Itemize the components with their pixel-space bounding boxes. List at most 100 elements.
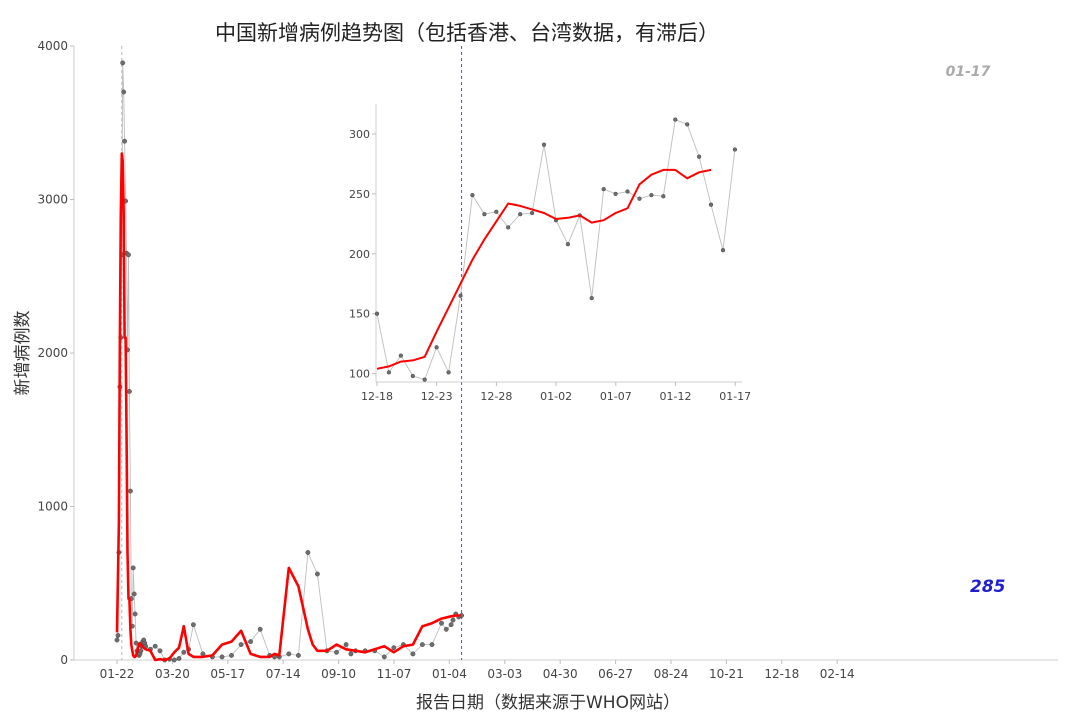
inset-x-tick-label: 01-07: [600, 390, 632, 403]
inset-data-point: [673, 117, 678, 122]
main-x-tick-label: 06-27: [598, 667, 633, 681]
last-date-annotation: 01-17: [946, 64, 991, 80]
main-data-point: [286, 651, 292, 657]
main-data-point: [176, 656, 182, 661]
main-data-point: [348, 651, 354, 657]
main-data-point: [419, 642, 425, 647]
main-data-point: [314, 571, 320, 577]
inset-data-point: [601, 187, 606, 192]
inset-trend-line: [376, 168, 712, 370]
inset-data-point: [732, 147, 737, 152]
main-x-tick-label: 01-04: [432, 667, 467, 681]
main-data-point: [343, 642, 349, 647]
y-axis-title: 新增病例数: [13, 311, 33, 396]
main-trend-line: [115, 152, 461, 662]
main-x-tick-label: 11-07: [377, 667, 412, 681]
main-data-point: [391, 645, 397, 651]
inset-data-point: [446, 370, 451, 375]
main-data-point: [127, 488, 133, 494]
main-data-point: [114, 637, 120, 643]
main-data-point: [429, 642, 435, 647]
inset-x-tick-label: 01-02: [540, 390, 572, 403]
main-data-point: [126, 252, 131, 258]
main-data-point: [126, 388, 132, 394]
inset-data-point: [696, 154, 702, 159]
main-data-point: [130, 565, 136, 571]
inset-y-tick-label: 250: [349, 188, 370, 201]
main-x-tick-label: 09-10: [321, 667, 356, 681]
inset-data-point: [637, 196, 642, 201]
main-x-tick-label: 12-18: [764, 667, 799, 681]
main-x-tick-label: 10-21: [709, 667, 744, 681]
main-data-point: [305, 550, 311, 555]
main-series-group: [114, 60, 464, 663]
main-y-tick-label: 3000: [37, 193, 68, 207]
inset-y-tick-label: 200: [349, 248, 370, 261]
inset-y-tick-label: 300: [349, 128, 370, 141]
y-tick-labels: 0 1000 2000 3000 4000: [37, 39, 74, 667]
inset-data-point: [613, 191, 618, 196]
main-x-tick-label: 03-20: [155, 667, 190, 681]
inset-x-tick-label: 01-12: [660, 390, 692, 403]
main-data-point: [295, 653, 301, 658]
main-data-point: [450, 617, 456, 623]
main-data-point: [257, 626, 263, 632]
main-data-point: [138, 648, 144, 654]
x-tick-labels: 01-22 03-20 05-17 07-14 09-10 11-07 01-04 03-03…: [100, 660, 855, 681]
main-data-point: [157, 648, 163, 654]
inset-data-point: [422, 377, 427, 382]
inset-data-point: [458, 293, 463, 298]
main-data-point: [238, 642, 244, 647]
main-y-tick-label: 1000: [37, 500, 68, 514]
main-data-point: [448, 622, 454, 628]
chart-title: 中国新增病例趋势图（包括香港、台湾数据，有滞后）: [215, 21, 719, 45]
main-y-tick-label: 0: [60, 653, 68, 667]
inset-data-point: [625, 189, 630, 194]
main-data-point: [152, 643, 158, 649]
inset-series-group: [374, 117, 737, 382]
inset-x-tick-label: 12-23: [421, 390, 453, 403]
inset-data-point: [541, 142, 547, 147]
main-data-point: [248, 639, 254, 644]
main-data-point: [443, 626, 449, 632]
main-x-tick-label: 07-14: [266, 667, 301, 681]
inset-data-point: [506, 225, 511, 230]
main-data-point: [133, 640, 139, 646]
inset-data-point: [410, 373, 415, 379]
inset-data-point: [470, 193, 475, 198]
main-data-point: [439, 620, 444, 626]
main-x-tick-label: 01-22: [100, 667, 135, 681]
inset-y-tick-label: 100: [349, 368, 370, 381]
main-x-tick-label: 04-30: [543, 667, 578, 681]
inset-daily-line: [376, 118, 736, 381]
inset-x-tick-label: 12-28: [480, 390, 512, 403]
main-x-tick-label: 03-03: [487, 667, 522, 681]
main-data-point: [171, 657, 177, 663]
inset-data-point: [434, 345, 439, 350]
main-x-tick-label: 02-14: [820, 667, 855, 681]
main-data-point: [181, 649, 187, 655]
inset-chart: 100 150 200 250 300 12-18 12-23 12-28 01-02 01-0…: [349, 104, 751, 403]
main-data-point: [131, 591, 137, 597]
inset-data-point: [398, 353, 403, 358]
x-axis-title: 报告日期（数据来源于WHO网站）: [416, 693, 680, 713]
inset-data-point: [482, 212, 487, 217]
main-data-point: [219, 654, 225, 660]
inset-data-point: [374, 311, 380, 316]
main-data-point: [410, 651, 416, 657]
main-data-point: [229, 653, 234, 658]
inset-data-point: [708, 202, 714, 207]
inset-data-point: [685, 122, 690, 127]
inset-x-tick-labels: 12-18 12-23 12-28 01-02 01-07 01-12 01-17: [361, 382, 751, 403]
vertical-markers: [121, 46, 463, 660]
main-data-point: [132, 611, 138, 617]
main-data-point: [121, 89, 127, 95]
inset-data-point: [518, 212, 523, 217]
inset-x-tick-label: 12-18: [361, 390, 393, 403]
inset-data-point: [386, 370, 391, 375]
main-x-tick-label: 08-24: [654, 667, 689, 681]
main-data-point: [381, 654, 387, 660]
inset-data-point: [589, 296, 594, 301]
main-data-point: [115, 633, 121, 638]
